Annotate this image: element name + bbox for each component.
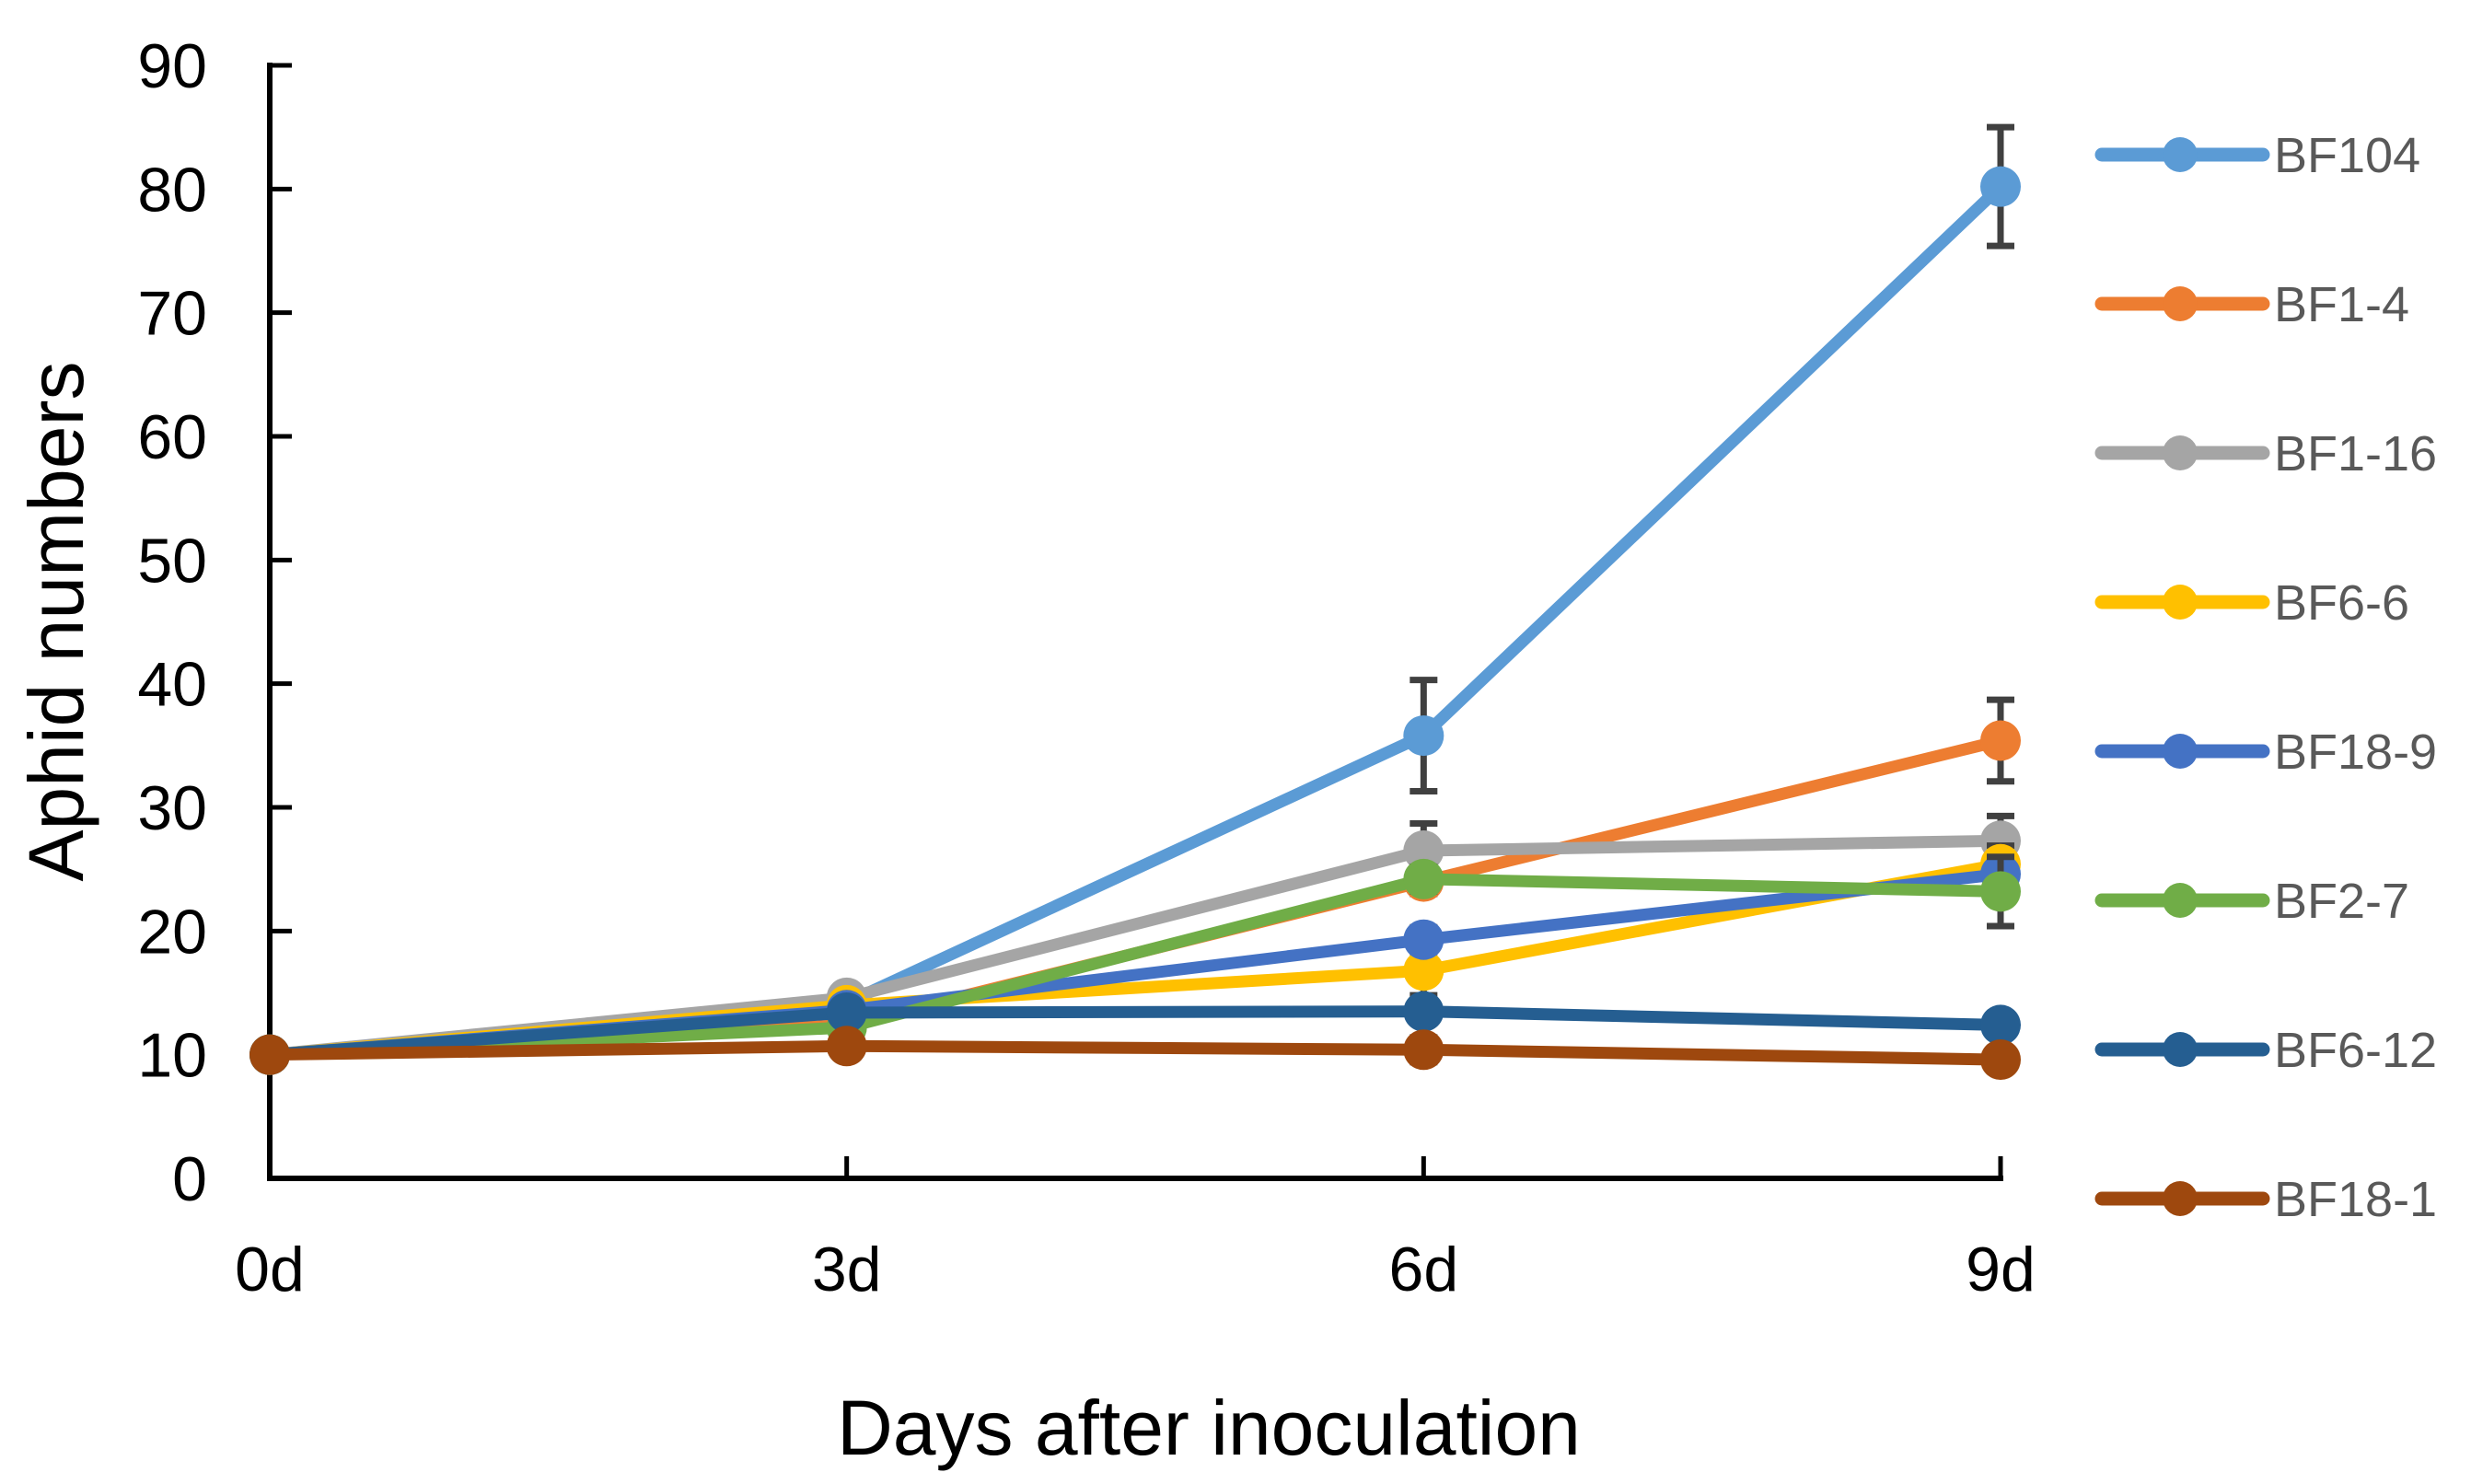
x-axis-title: Days after inoculation xyxy=(837,1385,1581,1471)
series-marker-BF18-1 xyxy=(1403,1029,1444,1071)
y-axis-tick-label: 10 xyxy=(137,1021,207,1091)
legend: BF104 BF1-4 BF1-16 BF6-6 BF18-9 BF2-7 BF6-12 BF… xyxy=(2094,128,2437,1227)
legend-marker xyxy=(2163,1181,2198,1216)
series-marker-BF6-12 xyxy=(1403,991,1444,1032)
series-line-BF2-7 xyxy=(263,873,2007,1061)
legend-label: BF1-16 xyxy=(2274,426,2437,481)
legend-item-BF1-4: BF1-4 xyxy=(2094,277,2409,332)
x-axis-tick-label: 0d xyxy=(235,1235,305,1304)
y-axis-tick-label: 20 xyxy=(137,897,207,967)
legend-marker xyxy=(2163,1032,2198,1067)
series-marker-BF2-7 xyxy=(1403,858,1444,899)
legend-marker xyxy=(2163,286,2198,321)
legend-item-BF6-6: BF6-6 xyxy=(2094,575,2409,631)
y-axis-tick-label: 30 xyxy=(137,773,207,843)
legend-label: BF104 xyxy=(2274,128,2420,183)
legend-marker xyxy=(2163,435,2198,470)
y-axis-tick-label: 60 xyxy=(137,402,207,472)
legend-item-BF2-7: BF2-7 xyxy=(2094,874,2409,929)
series-marker-BF6-12 xyxy=(826,991,867,1033)
legend-label: BF18-1 xyxy=(2274,1172,2437,1227)
x-axis-tick-label: 9d xyxy=(1966,1235,2036,1304)
legend-item-BF1-16: BF1-16 xyxy=(2094,426,2437,481)
series-BF18-1 xyxy=(249,1026,2021,1081)
series-line-BF18-1 xyxy=(263,1039,2007,1066)
legend-label: BF6-6 xyxy=(2274,575,2409,631)
y-axis-tick-label: 70 xyxy=(137,279,207,349)
series-marker-BF6-12 xyxy=(1980,1004,2021,1046)
legend-item-BF18-9: BF18-9 xyxy=(2094,725,2437,780)
series-marker-BF104 xyxy=(1980,166,2021,207)
y-axis-tick-label: 0 xyxy=(172,1144,207,1214)
series-BF104 xyxy=(249,123,2021,1075)
legend-marker xyxy=(2163,883,2198,918)
y-axis-tick-label: 80 xyxy=(137,155,207,225)
series-marker-BF1-16 xyxy=(1403,830,1444,872)
x-axis-tick-label: 3d xyxy=(812,1235,882,1304)
legend-item-BF6-12: BF6-12 xyxy=(2094,1023,2437,1078)
series-BF6-12 xyxy=(249,991,2021,1075)
series-marker-BF6-6 xyxy=(1403,950,1444,991)
legend-marker xyxy=(2163,734,2198,769)
legend-label: BF1-4 xyxy=(2274,277,2409,332)
legend-marker xyxy=(2163,585,2198,620)
y-axis-tick-label: 90 xyxy=(137,31,207,101)
series-marker-BF1-4 xyxy=(1980,720,2021,761)
series-group xyxy=(249,123,2021,1081)
series-marker-BF18-1 xyxy=(1980,1039,2021,1081)
legend-marker xyxy=(2163,137,2198,172)
y-axis-tick-label: 50 xyxy=(137,526,207,596)
legend-label: BF18-9 xyxy=(2274,725,2437,780)
y-axis-tick-label: 40 xyxy=(137,650,207,720)
x-axis-tick-label: 6d xyxy=(1389,1235,1459,1304)
legend-item-BF18-1: BF18-1 xyxy=(2094,1172,2437,1227)
series-marker-BF18-1 xyxy=(826,1026,867,1067)
y-axis-title: Aphid numbers xyxy=(13,362,99,882)
axes: 0 10 20 30 40 50 60 70 80 90 0d 3d 6d 9d xyxy=(137,31,2035,1304)
series-marker-BF2-7 xyxy=(1980,871,2021,912)
series-line-BF6-12 xyxy=(263,1005,2007,1061)
series-marker-BF18-9 xyxy=(1403,919,1444,960)
legend-label: BF2-7 xyxy=(2274,874,2409,929)
legend-label: BF6-12 xyxy=(2274,1023,2437,1078)
series-marker-BF104 xyxy=(1403,715,1444,757)
series-marker-BF18-1 xyxy=(249,1034,290,1075)
legend-item-BF104: BF104 xyxy=(2094,128,2420,183)
